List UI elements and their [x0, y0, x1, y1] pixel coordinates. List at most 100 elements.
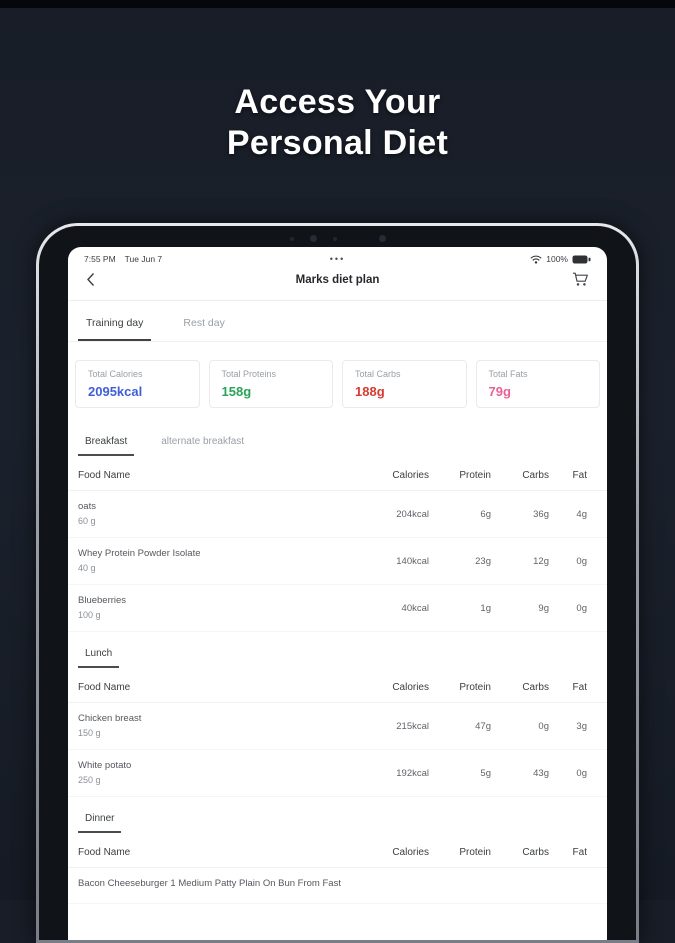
table-row: Blueberries 100 g 40kcal 1g 9g 0g — [68, 585, 607, 632]
battery-icon — [572, 255, 591, 264]
column-header-carbs: Carbs — [522, 682, 549, 693]
food-protein: 47g — [475, 720, 491, 732]
column-header-calories: Calories — [392, 470, 429, 481]
tablet-screen: 7:55 PM Tue Jun 7 ••• 100% — [68, 247, 607, 940]
total-card-label: Total Proteins — [221, 369, 277, 379]
food-name: Whey Protein Powder Isolate — [78, 548, 201, 559]
meal-tabs: Dinner — [68, 811, 607, 833]
meal-tab[interactable]: alternate breakfast — [161, 436, 245, 447]
table-header-row: Food Name Calories Protein Carbs Fat — [68, 833, 607, 868]
cart-button[interactable] — [572, 272, 589, 287]
hero-title-line2: Personal Diet — [226, 124, 449, 162]
food-quantity: 60 g — [78, 516, 96, 526]
status-time: 7:55 PM — [84, 254, 116, 264]
table-row: Whey Protein Powder Isolate 40 g 140kcal… — [68, 538, 607, 585]
column-header-calories: Calories — [392, 682, 429, 693]
meal-tab[interactable]: Breakfast — [78, 434, 135, 456]
column-header-fat: Fat — [572, 682, 587, 693]
table-header-row: Food Name Calories Protein Carbs Fat — [68, 456, 607, 491]
column-header-carbs: Carbs — [522, 470, 549, 481]
food-calories: 204kcal — [396, 508, 429, 520]
shopping-cart-icon — [572, 272, 589, 287]
food-name: oats — [78, 501, 96, 512]
food-name: White potato — [78, 760, 132, 771]
meal-section: Lunch Food Name Calories Protein Carbs F… — [68, 646, 607, 797]
food-name: Chicken breast — [78, 713, 142, 724]
column-header-protein: Protein — [459, 470, 491, 481]
nav-divider — [68, 300, 607, 301]
meal-tab[interactable]: Lunch — [78, 646, 120, 668]
total-card-label: Total Calories — [88, 369, 143, 379]
food-fat: 0g — [576, 602, 587, 614]
total-card-label: Total Fats — [488, 369, 528, 379]
multitask-dots-icon: ••• — [329, 254, 346, 264]
meal-tab[interactable]: Dinner — [78, 811, 122, 833]
meal-tabs: Lunch — [68, 646, 607, 668]
total-proteins-card: Total Proteins 158g — [208, 360, 333, 408]
table-header-row: Food Name Calories Protein Carbs Fat — [68, 668, 607, 703]
day-tabs: Training day Rest day — [68, 301, 607, 342]
food-carbs: 9g — [538, 602, 549, 614]
table-row: White potato 250 g 192kcal 5g 43g 0g — [68, 750, 607, 797]
tab-training-day[interactable]: Training day — [78, 315, 152, 341]
table-rows: Chicken breast 150 g 215kcal 47g 0g 3g W… — [68, 703, 607, 797]
column-header-carbs: Carbs — [522, 847, 549, 858]
food-quantity: 150 g — [78, 728, 101, 738]
total-card-value: 158g — [221, 384, 252, 399]
food-calories: 215kcal — [396, 720, 429, 732]
meal-section: Dinner Food Name Calories Protein Carbs … — [68, 811, 607, 904]
page-title: Marks diet plan — [295, 273, 380, 286]
table-row: Bacon Cheeseburger 1 Medium Patty Plain … — [68, 868, 607, 904]
food-quantity: 250 g — [78, 775, 101, 785]
total-card-value: 79g — [488, 384, 511, 399]
meal-section: Breakfast alternate breakfast Food Name C… — [68, 434, 607, 632]
back-button[interactable] — [86, 272, 95, 287]
top-letterbox-strip — [0, 0, 675, 8]
meals: Breakfast alternate breakfast Food Name C… — [68, 434, 607, 904]
food-calories: 192kcal — [396, 767, 429, 779]
food-carbs: 43g — [533, 767, 549, 779]
front-camera-icon — [289, 235, 386, 242]
food-protein: 1g — [480, 602, 491, 614]
food-fat: 0g — [576, 555, 587, 567]
total-card-label: Total Carbs — [355, 369, 401, 379]
tablet-frame: 7:55 PM Tue Jun 7 ••• 100% — [36, 223, 639, 943]
status-bar: 7:55 PM Tue Jun 7 ••• 100% — [68, 247, 607, 266]
food-calories: 140kcal — [396, 555, 429, 567]
food-quantity: 100 g — [78, 610, 101, 620]
food-name: Blueberries — [78, 595, 127, 606]
food-calories: 40kcal — [401, 602, 429, 614]
column-header-protein: Protein — [459, 682, 491, 693]
macro-totals-row: Total Calories 2095kcal Total Proteins 1… — [68, 342, 607, 420]
back-chevron-icon — [86, 272, 95, 287]
tab-rest-day[interactable]: Rest day — [183, 317, 225, 329]
table-row: Chicken breast 150 g 215kcal 47g 0g 3g — [68, 703, 607, 750]
food-protein: 5g — [480, 767, 491, 779]
food-protein: 6g — [480, 508, 491, 520]
food-fat: 0g — [576, 767, 587, 779]
column-header-calories: Calories — [392, 847, 429, 858]
column-header-food: Food Name — [78, 470, 131, 481]
status-date: Tue Jun 7 — [124, 254, 163, 264]
column-header-food: Food Name — [78, 682, 131, 693]
hero-title: Access Your Personal Diet — [0, 82, 675, 164]
hero-title-line1: Access Your — [234, 83, 441, 121]
food-fat: 4g — [576, 508, 587, 520]
food-fat: 3g — [576, 720, 587, 732]
table-row: oats 60 g 204kcal 6g 36g 4g — [68, 491, 607, 538]
total-calories-card: Total Calories 2095kcal — [75, 360, 200, 408]
table-rows: oats 60 g 204kcal 6g 36g 4g Whey Protein… — [68, 491, 607, 632]
total-card-value: 188g — [355, 384, 385, 399]
column-header-food: Food Name — [78, 847, 131, 858]
nav-bar: Marks diet plan — [68, 266, 607, 300]
food-quantity: 40 g — [78, 563, 96, 573]
column-header-fat: Fat — [572, 470, 587, 481]
column-header-protein: Protein — [459, 847, 491, 858]
tablet-bezel: 7:55 PM Tue Jun 7 ••• 100% — [39, 226, 636, 940]
food-carbs: 12g — [533, 555, 549, 567]
column-header-fat: Fat — [572, 847, 587, 858]
total-card-value: 2095kcal — [88, 384, 143, 399]
wifi-icon — [530, 255, 542, 264]
food-name: Bacon Cheeseburger 1 Medium Patty Plain … — [78, 878, 341, 889]
meal-tabs: Breakfast alternate breakfast — [68, 434, 607, 456]
